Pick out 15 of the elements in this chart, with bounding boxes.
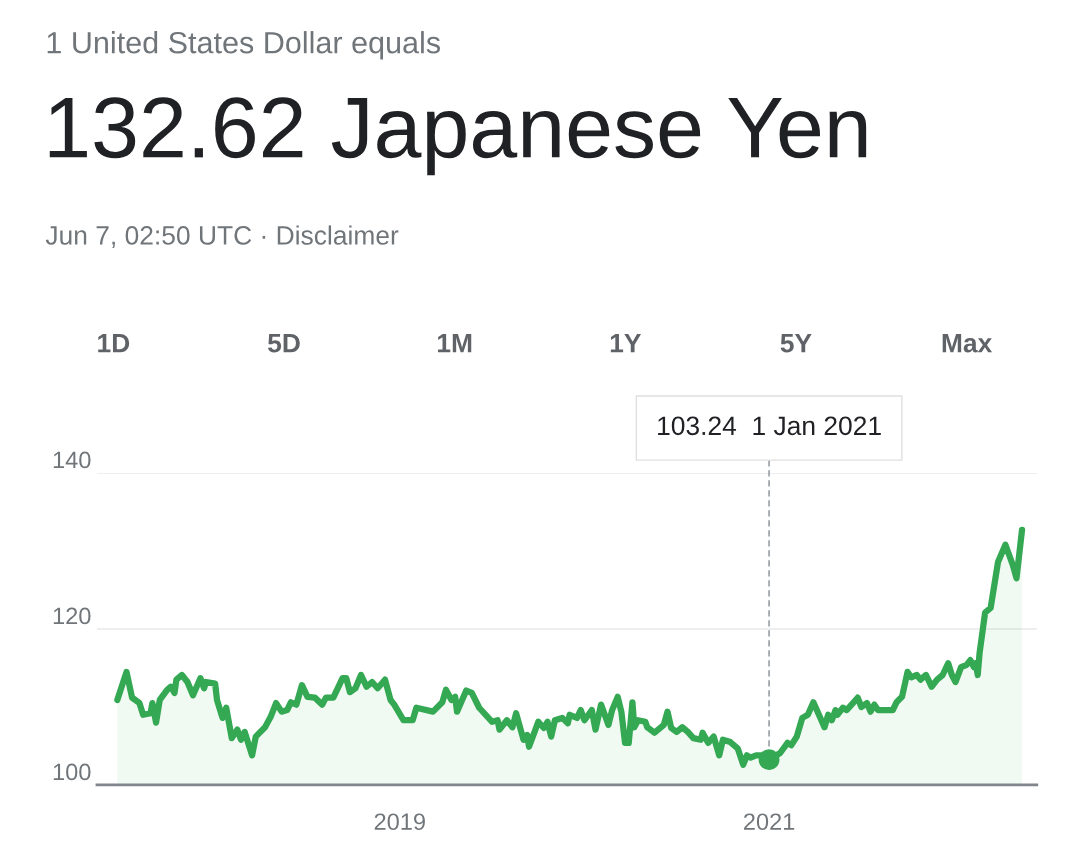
x-tick-label: 2021 [744, 813, 795, 831]
text: Jun 7, 02:50 UTC · Disclaimer [45, 225, 399, 248]
y-tick-label: 140 [53, 451, 91, 469]
text: 1D [98, 334, 130, 353]
text: 5Y [780, 334, 812, 353]
text: 1M [438, 334, 472, 353]
text: 1Y [610, 334, 642, 353]
annotation: 103.24 1 Jan 2021 [658, 416, 881, 436]
text: Max [942, 334, 993, 353]
chart-subtitle: 1 United States Dollar equals [47, 31, 440, 60]
y-tick-label: 120 [53, 607, 91, 625]
y-tick-label: 100 [53, 763, 91, 781]
chart-title: 132.62 Japanese Yen [49, 97, 867, 176]
x-tick-label: 2019 [374, 813, 425, 831]
text: 5D [267, 334, 300, 353]
